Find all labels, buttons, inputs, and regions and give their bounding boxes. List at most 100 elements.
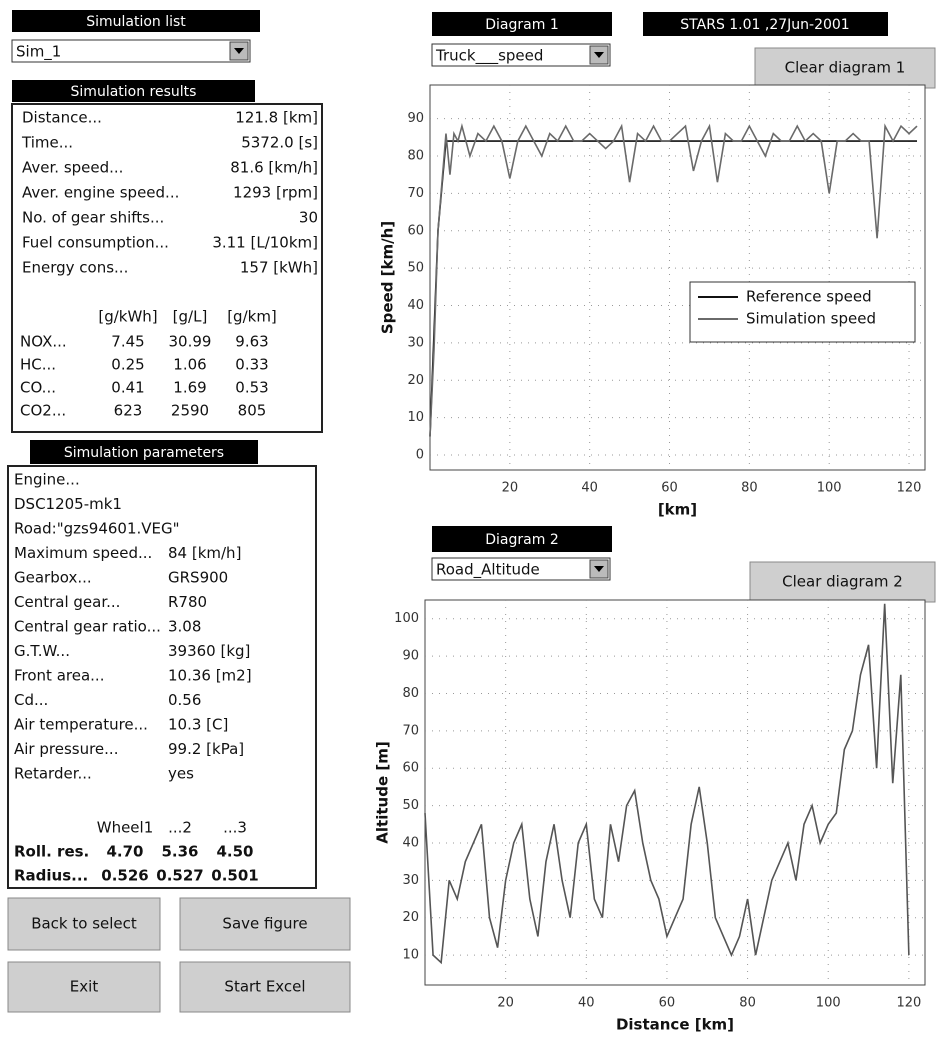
panel-title-bg <box>30 440 258 464</box>
x-tick-label: 100 <box>816 996 841 1011</box>
x-tick-label: 80 <box>739 996 756 1011</box>
emission-label: HC... <box>20 356 56 374</box>
result-label: Distance... <box>22 109 102 127</box>
emission-value: 1.06 <box>173 356 206 374</box>
result-label: Energy cons... <box>22 259 128 277</box>
legend-box <box>689 281 916 343</box>
panel-title: Simulation results <box>71 84 197 100</box>
parameter-value: 84 [km/h] <box>168 544 241 562</box>
parameter-label: Air temperature... <box>14 716 148 734</box>
button[interactable] <box>7 961 161 1013</box>
x-tick-label: 20 <box>502 481 519 496</box>
y-tick-label: 10 <box>407 410 424 425</box>
button-label: Clear diagram 1 <box>785 59 906 77</box>
panel-title-bg <box>12 80 255 102</box>
result-value: 5372.0 [s] <box>241 134 318 152</box>
y-axis-label: Speed [km/h] <box>379 221 397 334</box>
y-tick-label: 90 <box>407 111 424 126</box>
dropdown-value: Sim_1 <box>16 43 61 62</box>
emission-value: 0.33 <box>235 356 268 374</box>
y-tick-label: 60 <box>402 761 419 776</box>
emission-value: 2590 <box>171 402 209 420</box>
emission-value: 1.69 <box>173 379 206 397</box>
x-axis-label: [km] <box>658 501 697 519</box>
emission-column: [g/kWh] <box>98 308 157 326</box>
button[interactable] <box>179 961 351 1013</box>
parameter-label: Front area... <box>14 667 104 685</box>
panel-title: Simulation list <box>86 14 186 30</box>
emission-value: 30.99 <box>169 333 212 351</box>
parameter-label: Road:"gzs94601.VEG" <box>14 520 180 538</box>
parameter-value: 0.56 <box>168 691 201 709</box>
x-tick-label: 60 <box>659 996 676 1011</box>
x-tick-label: 120 <box>896 996 921 1011</box>
button[interactable] <box>7 897 161 951</box>
diagram-title-bg <box>432 526 612 552</box>
button-label: Start Excel <box>224 978 305 996</box>
parameters-box <box>7 465 317 889</box>
parameter-label: G.T.W... <box>14 642 70 660</box>
result-value: 157 [kWh] <box>240 259 318 277</box>
wheel-value: 0.501 <box>211 867 258 885</box>
button[interactable] <box>749 561 936 603</box>
y-tick-label: 60 <box>407 223 424 238</box>
parameter-value: 39360 [kg] <box>168 642 250 660</box>
data-line <box>424 603 910 965</box>
parameter-label: Central gear... <box>14 593 120 611</box>
results-box <box>11 103 323 433</box>
panel-title-bg <box>12 10 260 32</box>
emission-column: [g/km] <box>227 308 277 326</box>
y-tick-label: 50 <box>407 261 424 276</box>
arrow-icon <box>594 52 604 58</box>
parameter-value: 99.2 [kPa] <box>168 740 244 758</box>
parameter-value: 10.3 [C] <box>168 716 228 734</box>
wheel-column: ...3 <box>223 819 247 837</box>
y-tick-label: 90 <box>402 649 419 664</box>
result-label: Fuel consumption... <box>22 234 169 252</box>
result-label: Aver. speed... <box>22 159 123 177</box>
emission-value: 0.53 <box>235 379 268 397</box>
y-axis-label: Altitude [m] <box>374 741 392 843</box>
dropdown-value: Road_Altitude <box>436 561 540 580</box>
wheel-value: 4.70 <box>106 843 143 861</box>
wheel-label: Roll. res. <box>14 843 89 861</box>
wheel-column: Wheel1 <box>97 819 154 837</box>
plot-area <box>429 84 926 471</box>
result-value: 121.8 [km] <box>235 109 318 127</box>
parameter-value: 10.36 [m2] <box>168 667 252 685</box>
button-label: Back to select <box>31 915 137 933</box>
result-label: Aver. engine speed... <box>22 184 179 202</box>
result-value: 30 <box>299 209 318 227</box>
legend-label: Simulation speed <box>746 310 876 328</box>
emission-value: 623 <box>114 402 143 420</box>
button-label: Exit <box>70 978 99 996</box>
parameter-label: Maximum speed... <box>14 544 152 562</box>
parameter-value: yes <box>168 765 194 783</box>
wheel-value: 5.36 <box>161 843 198 861</box>
dropdown[interactable] <box>431 43 611 67</box>
dropdown[interactable] <box>11 39 251 63</box>
parameter-label: Air pressure... <box>14 740 118 758</box>
y-tick-label: 30 <box>407 335 424 350</box>
dropdown[interactable] <box>431 557 611 581</box>
y-tick-label: 40 <box>407 298 424 313</box>
diagram-title-bg <box>432 12 612 36</box>
y-tick-label: 70 <box>402 723 419 738</box>
result-label: No. of gear shifts... <box>22 209 164 227</box>
y-tick-label: 80 <box>407 149 424 164</box>
x-axis-label: Distance [km] <box>616 1016 734 1034</box>
parameter-value: R780 <box>168 593 207 611</box>
x-tick-label: 120 <box>897 481 922 496</box>
button[interactable] <box>179 897 351 951</box>
parameter-value: 3.08 <box>168 618 201 636</box>
version: STARS 1.01 ,27Jun-2001 <box>680 17 849 33</box>
result-value: 81.6 [km/h] <box>230 159 318 177</box>
wheel-value: 0.527 <box>156 867 203 885</box>
parameter-label: Engine... <box>14 471 80 489</box>
emission-value: 9.63 <box>235 333 268 351</box>
version-bg <box>643 12 888 36</box>
arrow-icon <box>234 48 244 54</box>
y-tick-label: 30 <box>402 873 419 888</box>
emission-label: CO2... <box>20 402 66 420</box>
